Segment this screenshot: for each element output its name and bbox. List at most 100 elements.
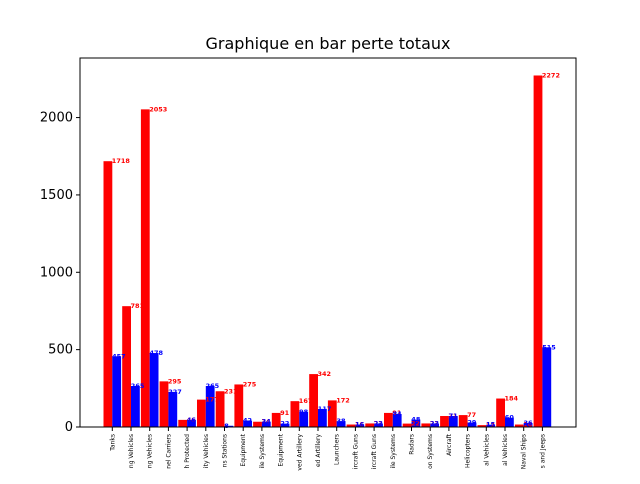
x-tick-label: Aircraft bbox=[446, 433, 453, 456]
bar-series-a bbox=[140, 109, 150, 428]
bar-series-a bbox=[178, 419, 188, 427]
bar-series-b bbox=[523, 422, 533, 427]
value-label-series-a: 781 bbox=[131, 302, 145, 310]
x-tick-label: Equipment bbox=[278, 433, 285, 466]
axes-frame bbox=[79, 57, 577, 428]
bar-series-a bbox=[421, 423, 431, 427]
value-label-series-a: 177 bbox=[205, 396, 219, 404]
bar-series-b bbox=[224, 425, 234, 427]
bar-series-b bbox=[205, 386, 215, 427]
bar-series-a bbox=[253, 421, 262, 427]
value-label-series-a: 295 bbox=[168, 377, 182, 385]
bar-series-a bbox=[496, 398, 505, 427]
value-label-series-a: 12 bbox=[486, 421, 495, 429]
bar-series-a bbox=[309, 374, 318, 427]
value-label-series-b: 71 bbox=[449, 412, 459, 420]
bar-series-b bbox=[467, 422, 477, 427]
y-tick-label: 2000 bbox=[40, 111, 73, 126]
x-tick-label: ed Artillery bbox=[315, 434, 322, 467]
value-label-series-b: 48 bbox=[411, 416, 421, 424]
value-label-series-b: 42 bbox=[243, 417, 252, 425]
value-label-series-b: 16 bbox=[355, 421, 365, 429]
bar-series-a bbox=[384, 412, 393, 427]
bar-series-b bbox=[336, 421, 346, 427]
value-label-series-b: 34 bbox=[262, 418, 272, 426]
x-tick-label: ile Systems bbox=[390, 434, 397, 468]
bar-series-b bbox=[318, 408, 327, 427]
value-label-series-b: 23 bbox=[374, 419, 383, 427]
value-label-series-a: 23 bbox=[374, 419, 383, 427]
x-tick-label: ns Stations bbox=[222, 434, 229, 467]
bar-series-b bbox=[149, 353, 159, 427]
value-label-series-a: 77 bbox=[467, 411, 476, 419]
y-tick-label: 1000 bbox=[40, 265, 73, 280]
x-tick-label: on Systems bbox=[427, 434, 434, 469]
x-tick-label: ved Artillery bbox=[296, 434, 303, 471]
value-label-series-b: 38 bbox=[337, 417, 347, 425]
bar-series-b bbox=[299, 411, 309, 427]
value-label-series-b: 8 bbox=[224, 422, 229, 430]
bar-series-a bbox=[103, 161, 113, 427]
bar-series-b bbox=[542, 347, 552, 427]
bar-series-a bbox=[159, 381, 169, 427]
value-label-series-a: 16 bbox=[355, 421, 365, 429]
value-label-series-a: 2053 bbox=[149, 105, 167, 113]
value-label-series-b: 515 bbox=[542, 343, 556, 351]
x-tick-label: ng Vehicles bbox=[147, 434, 154, 468]
value-label-series-a: 46 bbox=[187, 416, 197, 424]
chart-title: Graphique en bar perte totaux bbox=[206, 34, 451, 53]
x-tick-label: Naval Ships bbox=[521, 434, 528, 469]
value-label-series-b: 29 bbox=[467, 419, 477, 427]
value-label-series-a: 167 bbox=[299, 397, 313, 405]
value-label-series-a: 1718 bbox=[112, 157, 131, 165]
x-tick-label: ity Vehicles bbox=[203, 434, 210, 468]
bar-series-b bbox=[448, 416, 458, 427]
bar-series-a bbox=[365, 423, 375, 427]
bar-series-b bbox=[355, 424, 365, 427]
x-tick-label: nel Carriers bbox=[165, 434, 172, 469]
value-label-series-a: 342 bbox=[318, 370, 332, 378]
bar-series-b bbox=[187, 419, 196, 427]
value-label-series-b: 265 bbox=[206, 382, 220, 390]
bar-series-a bbox=[122, 306, 131, 427]
y-tick-label: 500 bbox=[48, 343, 73, 358]
value-label-series-b: 60 bbox=[505, 414, 515, 422]
x-tick-label: ircraft Guns bbox=[371, 434, 378, 469]
value-label-series-b: 46 bbox=[187, 416, 197, 424]
value-label-series-a: 34 bbox=[261, 418, 271, 426]
bar-series-a bbox=[290, 401, 300, 427]
bar-series-a bbox=[327, 400, 337, 427]
value-label-series-a: 71 bbox=[448, 412, 458, 420]
value-label-series-a: 2272 bbox=[542, 71, 560, 79]
bar-series-a bbox=[440, 416, 449, 427]
x-tick-label: h Protected bbox=[184, 434, 191, 469]
value-label-series-a: 172 bbox=[336, 396, 350, 404]
y-tick-label: 0 bbox=[65, 420, 73, 435]
bar-series-b bbox=[392, 414, 402, 427]
bar-series-a bbox=[346, 424, 356, 427]
bar-series-a bbox=[514, 424, 524, 427]
bar-series-b bbox=[411, 419, 421, 427]
value-label-series-b: 227 bbox=[168, 388, 182, 396]
value-label-series-a: 23 bbox=[430, 419, 439, 427]
bar-series-b bbox=[486, 424, 496, 427]
value-label-series-b: 478 bbox=[150, 349, 164, 357]
bar-series-b bbox=[374, 423, 383, 427]
x-tick-label: Helicopters bbox=[465, 434, 472, 468]
bar-series-b bbox=[261, 421, 271, 427]
x-tick-label: Radars bbox=[409, 434, 416, 455]
value-label-series-b: 84 bbox=[393, 410, 403, 418]
bar-series-a bbox=[458, 415, 468, 427]
bar-series-a bbox=[477, 425, 487, 427]
value-label-series-b: 98 bbox=[299, 408, 309, 416]
x-tick-label: Launchers bbox=[334, 434, 341, 465]
bar-series-b bbox=[280, 423, 290, 427]
x-tick-label: Tanks bbox=[109, 434, 116, 452]
x-tick-label: s and Jeeps bbox=[539, 434, 546, 468]
x-tick-label: ile Systems bbox=[259, 434, 266, 468]
bar-series-b bbox=[243, 420, 252, 427]
plot-area: 1718457781265205347829522746461772652318… bbox=[40, 57, 577, 471]
x-tick-label: Equipment bbox=[240, 433, 247, 466]
bar-series-a bbox=[197, 399, 206, 427]
